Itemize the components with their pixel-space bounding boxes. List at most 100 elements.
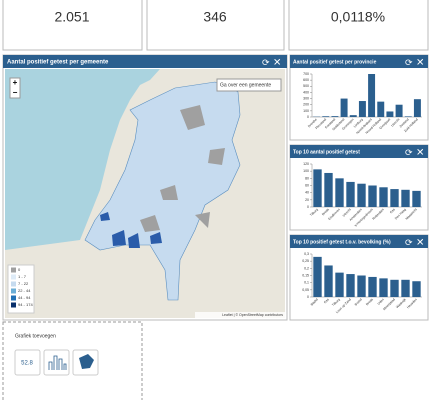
x-tick-label: Waalwijk [395, 297, 407, 309]
search-placeholder: Ga over een gemeente [220, 82, 271, 88]
refresh-icon[interactable]: ⟳ [262, 57, 270, 67]
y-tick-label: 400 [303, 90, 309, 94]
bar [358, 101, 366, 117]
y-tick-label: 200 [303, 103, 309, 107]
bar [401, 189, 410, 207]
panel-title: Aantal positief getest per provincie [293, 59, 377, 65]
bar [346, 181, 355, 207]
y-tick-label: 60 [305, 183, 309, 187]
y-tick-label: 100 [303, 109, 309, 113]
bar [377, 101, 385, 117]
chart-panels: Aantal positief getest per provincie ⟳ ✕01… [289, 54, 429, 321]
attribution: Leaflet | © OpenStreetMap contributors [222, 313, 283, 317]
bar-icon [48, 355, 67, 370]
bar [313, 169, 322, 207]
x-tick-label: Breda [365, 297, 374, 306]
refresh-icon[interactable]: ⟳ [405, 237, 413, 247]
x-tick-label: Oss [389, 207, 396, 214]
bar [412, 281, 421, 297]
bar [368, 276, 377, 297]
close-icon[interactable]: ✕ [416, 58, 424, 69]
y-tick-label: 0 [307, 295, 309, 299]
legend-label: 44 - 94 [18, 295, 31, 300]
refresh-icon[interactable]: ⟳ [405, 147, 413, 157]
panel-header [290, 235, 428, 248]
map-sea [5, 69, 160, 250]
legend-swatch [11, 288, 16, 294]
bar [324, 172, 333, 207]
x-tick-label: Bladel [310, 297, 319, 306]
y-tick-label: 0,1 [304, 281, 309, 285]
y-tick-label: 700 [303, 72, 309, 76]
kpi-value: 2.051 [54, 9, 89, 25]
municipality-gray [140, 105, 225, 232]
y-tick-label: 300 [303, 96, 309, 100]
bar [322, 116, 330, 117]
bar [368, 185, 377, 207]
y-tick-label: 80 [305, 176, 309, 180]
y-tick-label: 500 [303, 84, 309, 88]
y-tick-label: 0,15 [302, 273, 309, 277]
tile-label: 52.8 [21, 361, 33, 367]
bar [390, 189, 399, 207]
x-tick-label: Oss [323, 297, 330, 304]
bar [390, 279, 399, 297]
y-tick-label: 0 [307, 205, 309, 209]
bar [395, 104, 403, 117]
tile-bar[interactable] [43, 349, 70, 376]
legend-label: 1 - 7 [18, 274, 27, 279]
refresh-icon[interactable]: ⟳ [405, 57, 413, 67]
bar [413, 99, 421, 117]
legend-label: 0 [18, 267, 21, 272]
x-tick-label: Utrecht [390, 117, 400, 127]
panel-header [290, 55, 428, 68]
kpi-box [146, 0, 285, 51]
tile-kpi[interactable] [14, 349, 41, 376]
bar [401, 279, 410, 297]
close-icon[interactable]: ✕ [416, 148, 424, 159]
panel-title: Top 10 aantal positief getest [293, 149, 360, 155]
municipality-dark [100, 212, 162, 248]
x-tick-label: Zeeland [399, 117, 410, 128]
legend-label: 22 - 44 [18, 288, 31, 293]
bar [357, 275, 366, 297]
legend-swatch [11, 281, 16, 287]
x-tick-label: Tilburg [309, 207, 319, 217]
bar [357, 183, 366, 207]
zoom-out[interactable]: − [13, 88, 18, 97]
bar [346, 274, 355, 297]
legend: 0 1 - 7 7 - 22 22 - 44 44 - 94 94 - 174 [7, 264, 35, 314]
zoom-control [9, 77, 21, 99]
y-tick-label: 0,3 [304, 252, 309, 256]
zoom-in[interactable]: + [13, 78, 18, 87]
legend-swatch [11, 295, 16, 301]
y-tick-label: 100 [303, 169, 309, 173]
x-tick-label: Limburg [353, 117, 364, 128]
legend-label: 7 - 22 [18, 281, 29, 286]
attribution-box [195, 312, 285, 318]
panel-title: Aantal positief getest per gemeente [7, 60, 109, 66]
bar [379, 278, 388, 297]
y-tick-label: 0,25 [302, 259, 309, 263]
panel-header [290, 145, 428, 158]
x-tick-label: Tilburg [331, 297, 341, 307]
bar [335, 178, 344, 207]
x-tick-label: Boxtel [354, 297, 363, 306]
legend-swatch [11, 267, 16, 273]
bar [331, 116, 339, 117]
close-icon[interactable]: ✕ [273, 58, 281, 69]
y-tick-label: 120 [303, 162, 309, 166]
search-box[interactable] [216, 78, 282, 92]
map[interactable]: + − Ga over een gemeente 0 1 - 7 7 - 22 22 … [5, 69, 285, 318]
close-icon[interactable]: ✕ [416, 238, 424, 249]
y-tick-label: 0,05 [302, 288, 309, 292]
bar [386, 111, 394, 117]
bar [324, 265, 333, 297]
kpi-box [288, 0, 429, 51]
y-tick-label: 0,2 [304, 266, 309, 270]
x-tick-label: Uden [377, 297, 385, 305]
legend-swatch [11, 302, 16, 308]
bar [313, 256, 322, 297]
add-panel-title: Grafiek toevoegen [15, 333, 56, 339]
kpi-value: 0,0118% [331, 9, 385, 25]
